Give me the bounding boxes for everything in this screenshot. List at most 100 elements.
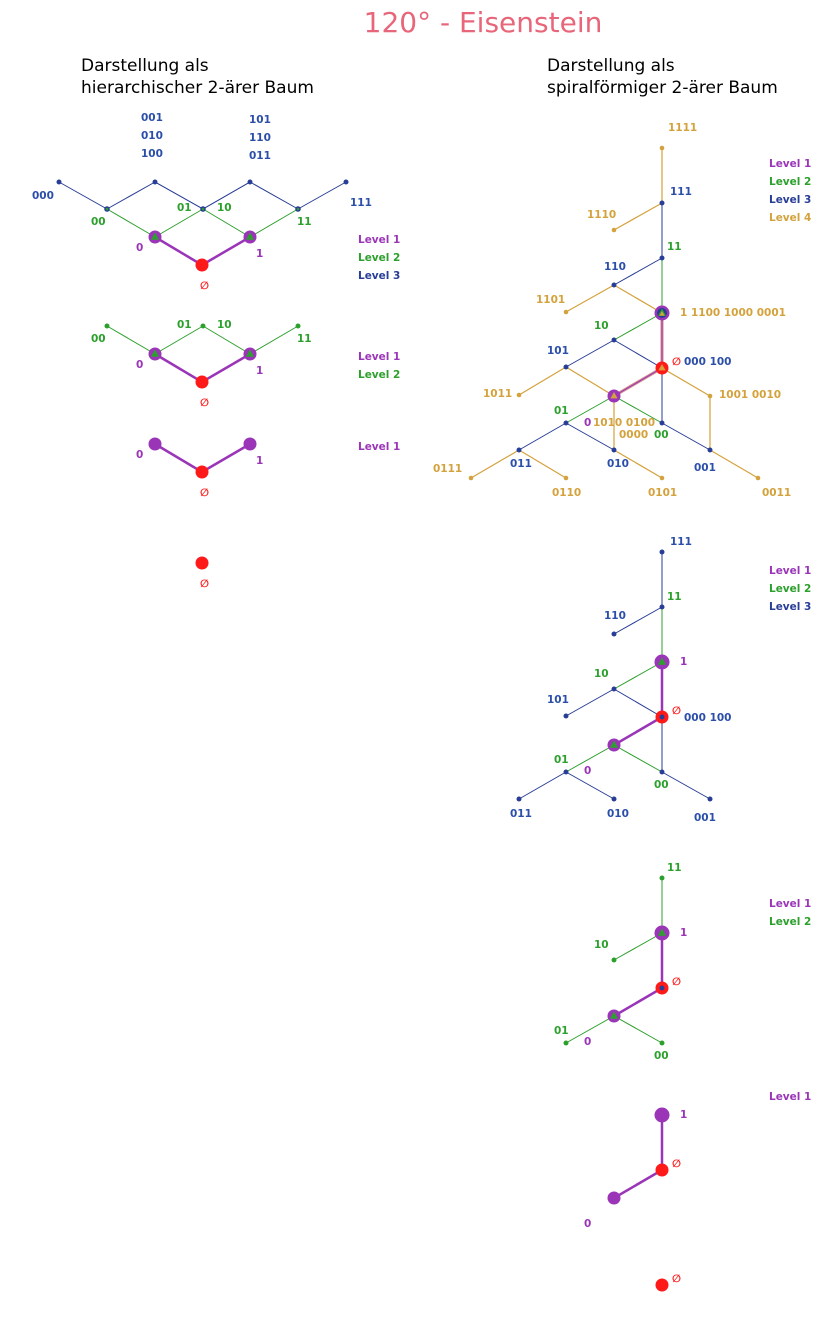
spiral-3-label-10: 10 — [594, 668, 609, 680]
spiral-2-label-00: 00 — [654, 1050, 669, 1062]
hier-2-legend-1: Level 1 — [358, 351, 400, 363]
hier-3-l3-edge — [202, 181, 251, 210]
hier-2-label-1: 1 — [256, 365, 263, 377]
spiral-4-l3-edge — [613, 257, 663, 286]
hier-2-l1-edge-1 — [200, 352, 252, 384]
spiral-0-root — [655, 1278, 669, 1292]
hier-3-l2-edge — [202, 208, 251, 238]
hier-2-node-0-inner — [150, 349, 160, 357]
spiral-3-l3-node — [516, 796, 522, 802]
hier-3-legend-1: Level 1 — [358, 234, 400, 246]
hier-3-legend-2: Level 2 — [358, 252, 400, 264]
spiral-4-l4-node — [755, 475, 761, 481]
hier-2-l2-node — [104, 323, 110, 329]
spiral-3-l2-edge — [613, 661, 663, 690]
hier-3-l2-edge — [106, 208, 156, 238]
hier-3-label-010: 010 — [141, 130, 163, 142]
spiral-4-l4-edge — [709, 449, 759, 479]
spiral-2-l1-edge-0 — [612, 986, 664, 1018]
spiral-4-l1-edge-0-core — [613, 367, 663, 397]
spiral-4-root-inner — [658, 364, 666, 371]
spiral-2-l2-node — [659, 1040, 665, 1046]
spiral-2-l2-node — [659, 875, 665, 881]
hier-1-legend-1: Level 1 — [358, 441, 400, 453]
spiral-3-legend-2: Level 2 — [769, 583, 811, 595]
spiral-4-label-0110: 0110 — [552, 487, 581, 499]
spiral-2-l2-edge — [613, 1015, 663, 1044]
subtitle-spiral: Darstellung als spiralförmiger 2-ärer Ba… — [547, 55, 778, 99]
hier-3-l3-node — [152, 179, 158, 185]
spiral-4-l4-edge — [518, 366, 567, 396]
subtitle-hierarchical: Darstellung als hierarchischer 2-ärer Ba… — [81, 55, 314, 99]
hier-3-l2-edge — [249, 208, 299, 238]
spiral-3-node-1-inner — [657, 657, 667, 665]
spiral-2-root-inner — [659, 985, 665, 991]
spiral-3-l3-node — [563, 713, 569, 719]
spiral-4-label-1101: 1101 — [536, 294, 565, 306]
hier-1-l1-edge-0 — [153, 442, 204, 474]
spiral-2-label-root: ∅ — [672, 976, 681, 988]
subtitle-hierarchical-line2: hierarchischer 2-ärer Baum — [81, 78, 314, 98]
hier-3-l2-node-core — [105, 207, 109, 211]
hier-3-node-1-inner — [245, 232, 255, 240]
hier-2-l2-edge — [249, 325, 299, 355]
hier-3-label-110: 110 — [249, 132, 271, 144]
spiral-3-l3-edge — [565, 688, 615, 717]
hier-2-l1-edge-0 — [153, 352, 204, 384]
spiral-4-l2-edge — [613, 312, 663, 341]
hier-3-l3-edge — [297, 181, 347, 210]
hier-3-label-1: 1 — [256, 248, 263, 260]
spiral-4-l4-node — [516, 392, 522, 398]
spiral-4-label-root: ∅ — [672, 356, 681, 368]
spiral-4-label-001: 001 — [694, 462, 716, 474]
hier-3-label-101: 101 — [249, 114, 271, 126]
spiral-3-label-root: ∅ — [672, 705, 681, 717]
spiral-3-l3-edge — [518, 771, 567, 800]
spiral-2-node-1-inner — [657, 928, 667, 936]
hier-1-node-0 — [148, 437, 162, 451]
spiral-3-label-11: 11 — [667, 591, 682, 603]
spiral-4-l3-edge — [613, 339, 663, 369]
hier-3-label-100: 100 — [141, 148, 163, 160]
spiral-3-label-01: 01 — [554, 754, 569, 766]
hier-2-label-10: 10 — [217, 319, 232, 331]
hier-0-root — [195, 556, 209, 570]
spiral-3-l2-node — [659, 604, 665, 610]
spiral-4-label-101: 101 — [547, 345, 569, 357]
hier-3-label-111: 111 — [350, 197, 372, 209]
hier-3-l3-edge — [154, 181, 204, 210]
spiral-1-legend-1: Level 1 — [769, 1091, 811, 1103]
spiral-3-l2-node — [611, 686, 617, 692]
spiral-3-l3-edge — [565, 771, 615, 800]
spiral-2-l2-edge — [565, 1015, 615, 1044]
hier-2-node-1-inner — [245, 349, 255, 357]
spiral-4-label-0011: 0011 — [762, 487, 791, 499]
hier-1-l1-edge-1 — [200, 442, 252, 474]
spiral-4-label-10: 10 — [594, 320, 609, 332]
spiral-4-l4-node — [563, 475, 569, 481]
hier-3-legend-3: Level 3 — [358, 270, 400, 282]
spiral-4-label-1011: 1011 — [483, 388, 512, 400]
page-title: 120° - Eisenstein — [363, 6, 603, 39]
spiral-4-l4-edge — [613, 449, 663, 479]
hier-1-label-1: 1 — [256, 455, 263, 467]
hier-2-l2-node — [200, 323, 206, 329]
spiral-4-legend-1: Level 1 — [769, 158, 811, 170]
spiral-4-l2-node — [659, 420, 665, 426]
spiral-4-l4-node — [611, 227, 617, 233]
spiral-3-legend-3: Level 3 — [769, 601, 811, 613]
spiral-4-l3-node — [516, 447, 522, 453]
hier-2-label-root: ∅ — [200, 397, 209, 409]
spiral-4-label-000-100: 000 100 — [684, 356, 732, 368]
hier-2-legend-2: Level 2 — [358, 369, 400, 381]
spiral-2-l2-edge — [613, 932, 663, 961]
spiral-2-node-0-inner — [609, 1011, 619, 1019]
spiral-4-l4-edge — [613, 202, 663, 231]
subtitle-hierarchical-line1: Darstellung als — [81, 56, 209, 76]
spiral-1-label-root: ∅ — [672, 1158, 681, 1170]
spiral-1-node-1 — [654, 1107, 670, 1123]
spiral-4-label-011: 011 — [510, 458, 532, 470]
spiral-4-label-1-1100-1000-0001: 1 1100 1000 0001 — [680, 307, 786, 319]
spiral-3-l3-node — [707, 796, 713, 802]
